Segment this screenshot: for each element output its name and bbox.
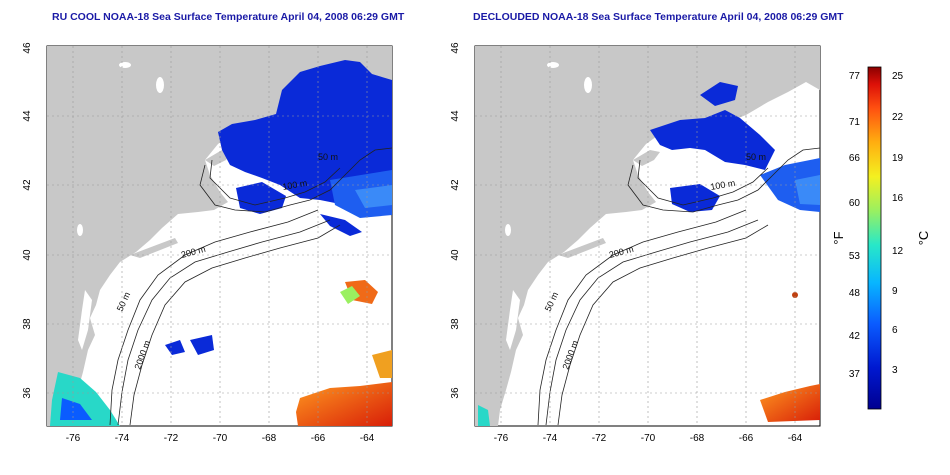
contour-label: 100 m: [282, 178, 308, 192]
x-tick: -66: [311, 433, 326, 444]
long-island: [130, 238, 178, 258]
colorbar-f-ticks: 77 71 66 60 53 48 42 37: [849, 71, 861, 380]
c-tick: 22: [892, 112, 904, 123]
y-tick: 46: [22, 42, 33, 54]
sst-coastal-patch: [60, 398, 92, 420]
sst-cold-region: [218, 60, 392, 212]
x-tick: -76: [66, 433, 81, 444]
x-axis-ticks: -76 -74 -72 -70 -68 -66 -64: [494, 433, 803, 444]
x-tick: -70: [641, 433, 656, 444]
f-tick: 48: [849, 288, 861, 299]
y-tick: 42: [450, 179, 461, 191]
long-island: [558, 238, 606, 258]
c-tick: 12: [892, 246, 904, 257]
land-mass: [475, 46, 820, 426]
sst-cold-patch: [165, 340, 185, 355]
y-axis-ticks: 36 38 40 42 44 46: [22, 42, 33, 399]
chesapeake-bay: [78, 290, 92, 350]
y-tick: 44: [22, 110, 33, 122]
contour-label: 50 m: [318, 152, 338, 162]
sst-warm-region: [760, 384, 820, 422]
sst-cold-patch: [190, 335, 214, 355]
map-panel-left: 200 m 100 m 50 m 2000 m 50 m -76 -74 -72…: [22, 42, 393, 444]
map-panel-right: 200 m 100 m 50 m 2000 m 50 m -76 -74 -72…: [450, 42, 821, 444]
land-mass: [47, 46, 392, 426]
lake: [547, 62, 559, 68]
colorbar-c-label: °C: [916, 231, 931, 246]
y-tick: 38: [450, 318, 461, 330]
lake: [584, 77, 592, 93]
y-tick: 38: [22, 318, 33, 330]
lake: [119, 62, 131, 68]
x-tick: -72: [164, 433, 179, 444]
lake: [505, 224, 511, 236]
f-tick: 77: [849, 71, 861, 82]
c-tick: 9: [892, 286, 898, 297]
x-tick: -64: [360, 433, 375, 444]
colorbar-c-ticks: 25 22 19 16 12 9 6 3: [892, 71, 904, 376]
lake: [156, 77, 164, 93]
x-tick: -70: [213, 433, 228, 444]
x-tick: -64: [788, 433, 803, 444]
f-tick: 60: [849, 198, 861, 209]
x-tick: -68: [690, 433, 705, 444]
y-tick: 40: [450, 249, 461, 261]
c-tick: 6: [892, 325, 898, 336]
y-axis-ticks: 36 38 40 42 44 46: [450, 42, 461, 399]
sst-cool-patch: [795, 175, 820, 205]
bathymetry-contours: [537, 147, 821, 426]
colorbar-f-label: °F: [831, 231, 846, 244]
y-tick: 42: [22, 179, 33, 191]
chesapeake-bay: [506, 290, 520, 350]
sst-cool-patch: [355, 185, 392, 208]
lake: [77, 224, 83, 236]
contour-label: 100 m: [710, 178, 736, 192]
sst-cold-patch: [320, 214, 362, 236]
colorbar-gradient: [867, 66, 882, 410]
f-tick: 42: [849, 331, 861, 342]
y-tick: 46: [450, 42, 461, 54]
x-tick: -76: [494, 433, 509, 444]
panel-title-right: DECLOUDED NOAA-18 Sea Surface Temperatur…: [473, 11, 844, 23]
sst-cold-region: [650, 110, 775, 170]
c-tick: 19: [892, 153, 904, 164]
grid-lines: [47, 46, 392, 426]
c-tick: 3: [892, 365, 898, 376]
f-tick: 37: [849, 369, 861, 380]
x-tick: -72: [592, 433, 607, 444]
x-tick: -66: [739, 433, 754, 444]
sst-cold-patch: [236, 182, 286, 214]
y-tick: 36: [22, 387, 33, 399]
x-tick: -74: [543, 433, 558, 444]
c-tick: 16: [892, 193, 904, 204]
f-tick: 71: [849, 117, 861, 128]
bathymetry-contours: [109, 147, 393, 426]
x-tick: -74: [115, 433, 130, 444]
y-tick: 40: [22, 249, 33, 261]
sst-cold-patch: [700, 82, 738, 106]
x-tick: -68: [262, 433, 277, 444]
grid-lines: [475, 46, 820, 426]
panel-title-left: RU COOL NOAA-18 Sea Surface Temperature …: [52, 11, 405, 23]
x-axis-ticks: -76 -74 -72 -70 -68 -66 -64: [66, 433, 375, 444]
sst-coastal-patch: [478, 405, 490, 426]
f-tick: 53: [849, 251, 861, 262]
sst-mild-patch: [340, 286, 360, 304]
c-tick: 25: [892, 71, 904, 82]
f-tick: 66: [849, 153, 861, 164]
y-tick: 44: [450, 110, 461, 122]
colorbar: 77 71 66 60 53 48 42 37 25 22 19 16 12 9…: [831, 66, 931, 410]
sst-warm-patch: [792, 292, 798, 298]
contour-label: 50 m: [746, 152, 766, 162]
sst-warm-patch: [372, 350, 392, 378]
y-tick: 36: [450, 387, 461, 399]
